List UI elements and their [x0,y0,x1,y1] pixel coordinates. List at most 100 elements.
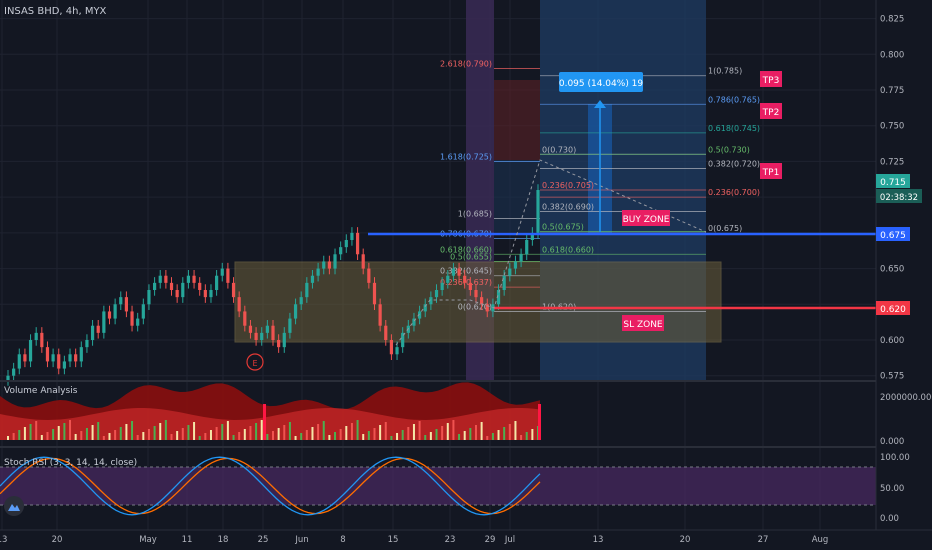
price-tick: 0.800 [880,50,904,60]
candle-body [344,240,348,248]
volume-bar [215,427,218,440]
fib-mid-label: 0.382(0.690) [542,202,594,211]
volume-bar [345,426,348,440]
candle-body [277,340,281,348]
candle-body [57,354,61,369]
time-tick: 13 [593,535,604,545]
volume-bar [147,429,150,440]
volume-bar [91,425,94,440]
rsi-k-line [0,456,541,516]
candles [6,184,540,386]
volume-bar [317,424,320,440]
volume-bar [531,429,534,440]
volume-bar [80,431,83,440]
time-tick: 20 [52,535,63,545]
volume-bar [508,424,511,440]
candle-body [169,282,174,290]
candle-body [203,290,207,298]
price-tick: 0.600 [880,336,904,346]
candle-body [339,247,343,255]
symbol-title[interactable]: INSAS BHD, 4h, MYX [4,6,107,17]
volume-bar [125,424,128,440]
volume-bar [187,425,190,440]
candle-body [327,261,331,269]
candle-body [68,354,72,362]
tp2-text: TP2 [762,108,780,118]
fib-band-red [494,80,540,160]
volume-bar [356,420,359,440]
volume-bar [85,428,88,440]
volume-bar [305,430,308,440]
candle-body [243,311,247,326]
volume-bar [102,436,105,440]
volume-bar [176,431,179,440]
volume-pane-label[interactable]: Volume Analysis [4,386,78,396]
time-tick: Jun [294,535,308,545]
rsi-band [0,467,876,505]
candle-body [209,290,213,298]
volume-bar [159,423,162,440]
candle-body [333,254,337,269]
volume-bar [367,431,370,440]
volume-bar [46,432,49,440]
volume-bar [362,434,365,440]
candle-body [226,268,230,283]
candle-body [6,375,10,380]
candle-body [305,282,309,298]
time-tick: 25 [258,535,269,545]
candle-body [34,332,38,340]
candle-body [79,347,83,362]
candle-body [384,325,388,340]
rsi-pane-label[interactable]: Stoch RSI (3, 3, 14, 14, close) [4,458,138,468]
candle-body [158,275,162,283]
volume-bar [441,426,444,440]
time-tick: 18 [218,535,229,545]
volume-bar [322,421,325,440]
candle-body [310,275,315,283]
earnings-marker[interactable]: E [246,353,264,371]
fib-left-label: 0.5(0.655) [450,252,492,261]
volume-bar [520,435,523,440]
fib-left-label: 0.618(0.660) [440,245,492,254]
volume-bar [153,426,156,440]
time-tick: 23 [445,535,456,545]
candle-body [355,232,360,255]
candle-body [23,354,27,362]
volume-bar [424,435,427,440]
candle-body [288,318,292,333]
time-axis[interactable]: 13 20 May 11 18 25 Jun 8 15 23 29 Jul 13 20 27 Aug [0,535,828,545]
volume-bar [18,430,21,440]
volume-bar [40,435,43,440]
time-tick: May [139,535,157,545]
fib-left-label: 1.618(0.725) [440,152,492,161]
candle-body [525,240,529,255]
volume-bar [418,421,421,440]
candle-body [12,368,16,376]
candle-body [502,275,506,290]
candle-body [485,304,489,312]
candle-body [513,261,518,269]
candle-body [237,297,241,312]
sl-zone-badge: SL ZONE [622,315,664,331]
measure-label: 0.095 (14.04%) 19 [559,72,643,92]
candle-body [530,232,534,240]
volume-bar [503,427,506,440]
buy-zone-badge: BUY ZONE [622,210,670,226]
fib-right-label: 0.618(0.745) [708,124,760,133]
volume-bar [238,432,241,440]
volume-bar [283,425,286,440]
volume-bar [119,427,122,440]
volume-bar [226,421,229,440]
candle-body [192,275,196,283]
candle-body [186,275,191,283]
candle-body [468,282,472,290]
volume-bar [384,422,387,440]
volume-bar [446,423,449,440]
volume-bar [452,420,455,440]
tradingview-logo-icon[interactable] [4,496,24,516]
volume-bar [300,433,303,440]
fib-mid-label: 0(0.730) [542,145,576,154]
candle-body [90,325,95,340]
candle-body [451,268,456,276]
time-tick: Aug [812,535,829,545]
